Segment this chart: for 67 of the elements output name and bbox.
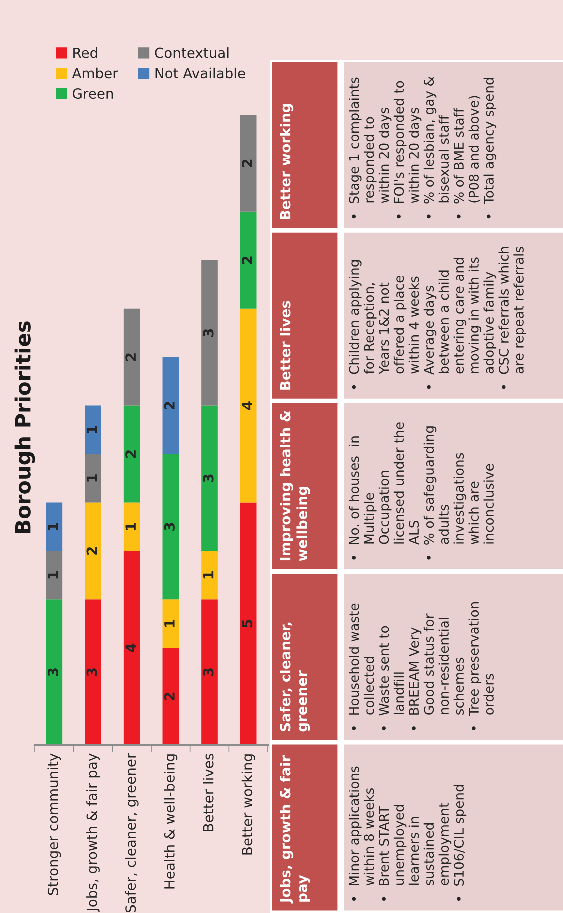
bar	[124, 406, 140, 503]
text: Better working	[280, 104, 294, 220]
legend-label: Contextual	[155, 48, 229, 58]
text: Borough Priorities	[14, 322, 36, 534]
text: Safer, cleaner, greener	[280, 622, 310, 732]
x-tick-label: Stronger community	[48, 754, 62, 896]
data-label: 3	[203, 668, 214, 676]
data-label: 1	[86, 474, 98, 482]
text: • Children applying for Reception, Years 1&2 not offered a place within 4 weeks • Average days between a child entering care and moving in with its adoptive family • CSC referrals which are repeat referrals	[349, 247, 526, 390]
legend-label: Red	[74, 48, 98, 58]
data-label: 2	[164, 402, 175, 410]
bar	[162, 357, 180, 454]
text: Better lives	[280, 301, 291, 390]
legend-label: Not Available	[156, 68, 246, 79]
data-label: 2	[126, 354, 136, 362]
bar	[162, 454, 180, 600]
data-label: 3	[86, 668, 98, 676]
text: • Household waste collected • Waste sent to landfill • BREEAM Very Good status for non-residential schemes • Tree preservation orders	[349, 602, 494, 730]
bar	[240, 502, 257, 745]
data-label: 2	[164, 692, 175, 700]
bar	[46, 600, 63, 745]
data-label: 2	[242, 160, 252, 168]
bar	[240, 212, 257, 309]
x-tick-label: Better lives	[203, 754, 214, 832]
bar	[162, 600, 180, 648]
data-label: 2	[86, 548, 98, 555]
data-label: 3	[48, 668, 58, 676]
bar	[85, 454, 102, 503]
bar	[240, 308, 257, 503]
data-label: 3	[164, 523, 175, 531]
bar	[202, 406, 218, 552]
data-label: 4	[126, 644, 136, 652]
bar	[124, 308, 140, 406]
bar	[46, 502, 63, 552]
bar	[202, 600, 218, 745]
data-label: 1	[48, 523, 58, 530]
bar	[202, 551, 218, 600]
bar	[162, 648, 180, 745]
bar	[46, 551, 63, 600]
data-label: 3	[203, 329, 214, 337]
data-label: 1	[164, 620, 175, 628]
text: • Stage 1 complaints responded to within 20 days • FOI's responded to within 20 days • % of lesbian, gay & bisexual staff • % of BME staff (P08 and above) • Total agency spend	[349, 76, 497, 219]
data-label: 1	[48, 572, 58, 579]
data-label: 3	[203, 474, 214, 482]
data-label: 1	[126, 523, 136, 530]
data-label: 2	[126, 450, 136, 458]
bar	[85, 600, 102, 745]
bar	[124, 502, 140, 552]
x-tick-label: Jobs, growth & fair pay	[86, 754, 100, 912]
text: Improving health & wellbeing	[280, 411, 310, 562]
data-label: 1	[86, 426, 98, 434]
data-label: 4	[242, 402, 252, 410]
data-label: 5	[242, 620, 253, 628]
data-label: 1	[203, 572, 214, 579]
legend-label: Amber	[72, 68, 118, 79]
x-tick-label: Safer, cleaner, greener	[125, 753, 139, 913]
bar	[124, 551, 140, 745]
x-tick-label: Better working	[242, 754, 256, 855]
x-tick-label: Health & well-being	[164, 754, 178, 889]
bar	[240, 115, 257, 212]
text: • No. of houses in Multiple Occupation licensed under the ALS • % of safeguarding adults investigations which are inconclusive	[349, 422, 494, 560]
bar	[202, 260, 218, 406]
legend-label: Green	[73, 88, 114, 100]
data-label: 2	[242, 256, 252, 264]
bar	[85, 502, 102, 600]
bar	[85, 406, 102, 454]
text: • Minor applications within 8 weeks • Brent START unemployed learners in sustained employment • S106/CIL spend	[349, 766, 467, 902]
